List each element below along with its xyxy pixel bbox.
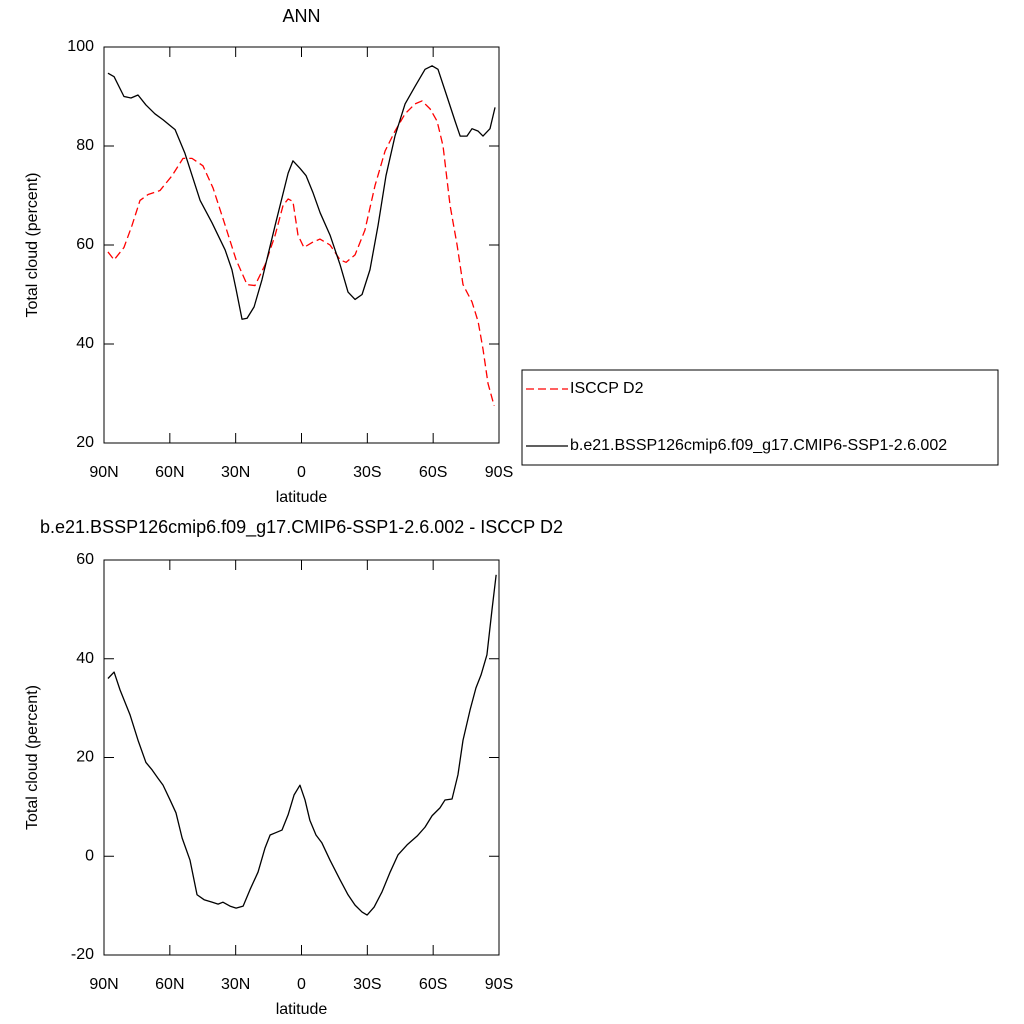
y-axis-label: Total cloud (percent) xyxy=(24,685,41,830)
legend-label: ISCCP D2 xyxy=(570,380,644,397)
y-axis-label: Total cloud (percent) xyxy=(24,173,41,318)
x-tick-label: 30N xyxy=(221,976,250,993)
x-tick-label: 90S xyxy=(485,976,513,993)
x-tick-label: 60S xyxy=(419,464,447,481)
y-tick-label: 20 xyxy=(76,749,94,766)
x-axis-label: latitude xyxy=(276,1001,328,1018)
x-tick-label: 60N xyxy=(155,976,184,993)
y-tick-label: 40 xyxy=(76,335,94,352)
x-tick-label: 90N xyxy=(89,464,118,481)
chart-title: ANN xyxy=(282,6,320,26)
x-tick-label: 60S xyxy=(419,976,447,993)
chart-title: b.e21.BSSP126cmip6.f09_g17.CMIP6-SSP1-2.… xyxy=(40,517,563,538)
x-tick-label: 90N xyxy=(89,976,118,993)
y-tick-label: 20 xyxy=(76,434,94,451)
data-line xyxy=(107,574,497,916)
data-line xyxy=(107,100,495,407)
plot-frame xyxy=(103,559,500,956)
y-tick-label: -20 xyxy=(71,946,94,963)
plot-frame xyxy=(103,46,500,444)
data-line xyxy=(107,65,496,320)
x-tick-label: 0 xyxy=(297,464,306,481)
y-tick-label: 80 xyxy=(76,137,94,154)
x-tick-label: 60N xyxy=(155,464,184,481)
x-tick-label: 30N xyxy=(221,464,250,481)
x-axis-label: latitude xyxy=(276,489,328,506)
legend-label: b.e21.BSSP126cmip6.f09_g17.CMIP6-SSP1-2.… xyxy=(570,437,947,454)
x-tick-label: 90S xyxy=(485,464,513,481)
x-tick-label: 0 xyxy=(297,976,306,993)
y-tick-label: 60 xyxy=(76,236,94,253)
y-tick-label: 0 xyxy=(85,847,94,864)
y-tick-label: 100 xyxy=(67,38,94,55)
y-tick-label: 60 xyxy=(76,551,94,568)
x-tick-label: 30S xyxy=(353,464,381,481)
legend-box xyxy=(521,369,999,466)
x-tick-label: 30S xyxy=(353,976,381,993)
y-tick-label: 40 xyxy=(76,650,94,667)
